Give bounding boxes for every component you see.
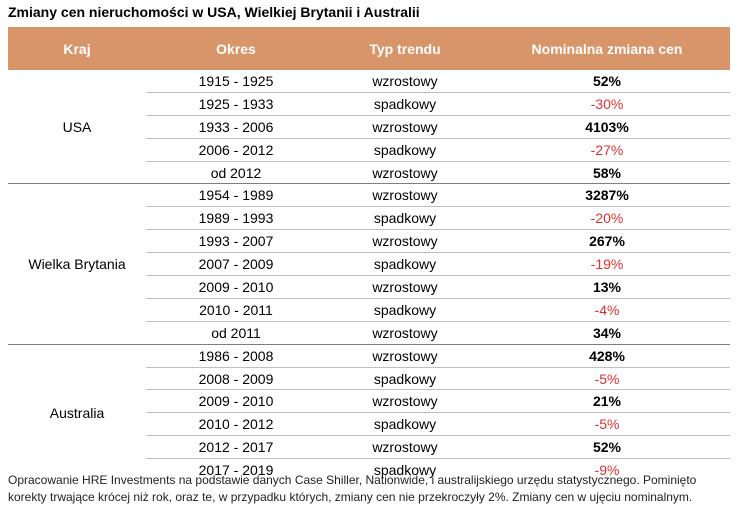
trend-cell: wzrostowy bbox=[326, 321, 484, 345]
change-cell: 52% bbox=[484, 435, 730, 460]
period-cell: 1989 - 1993 bbox=[146, 206, 326, 231]
change-cell: 34% bbox=[484, 321, 730, 345]
table-row: 2010 - 2012 spadkowy -5% bbox=[8, 412, 730, 437]
period-cell: od 2012 bbox=[146, 161, 326, 185]
table-row: 2017 - 2019 spadkowy -9% bbox=[8, 459, 730, 481]
period-cell: 1915 - 1925 bbox=[146, 70, 326, 93]
trend-cell: wzrostowy bbox=[326, 229, 484, 254]
period-cell: 2012 - 2017 bbox=[146, 435, 326, 460]
trend-cell: wzrostowy bbox=[326, 70, 484, 93]
change-cell: -19% bbox=[484, 252, 730, 277]
header-row: Kraj Okres Typ trendu Nominalna zmiana c… bbox=[8, 27, 730, 70]
trend-cell: spadkowy bbox=[326, 92, 484, 116]
period-cell: 2010 - 2012 bbox=[146, 412, 326, 437]
change-cell: 3287% bbox=[484, 183, 730, 208]
period-cell: 2009 - 2010 bbox=[146, 389, 326, 414]
footnote: Opracowanie HRE Investments na podstawie… bbox=[8, 473, 697, 504]
country-cell: Australia bbox=[49, 404, 105, 421]
trend-cell: wzrostowy bbox=[326, 183, 484, 208]
table-row: 2012 - 2017 wzrostowy 52% bbox=[8, 435, 730, 460]
trend-cell: spadkowy bbox=[326, 138, 484, 162]
change-cell: 4103% bbox=[484, 115, 730, 139]
change-cell: -27% bbox=[484, 138, 730, 162]
period-cell: 2006 - 2012 bbox=[146, 138, 326, 162]
change-cell: 13% bbox=[484, 275, 730, 299]
table-body: USA 1915 - 1925 wzrostowy 52% 1925 - 1933 spa… bbox=[8, 70, 730, 481]
period-cell: 2017 - 2019 bbox=[198, 462, 274, 479]
chart-title: Zmiany cen nieruchomości w USA, Wielkiej… bbox=[8, 4, 420, 20]
change-cell: 428% bbox=[484, 344, 730, 368]
period-cell: 2007 - 2009 bbox=[146, 252, 326, 277]
table-row: Wielka Brytania 1954 - 1989 wzrostowy 3287% bbox=[8, 183, 730, 345]
table-row: 2006 - 2012 spadkowy -27% bbox=[8, 138, 730, 162]
trend-cell: spadkowy bbox=[326, 367, 484, 391]
period-cell: 1993 - 2007 bbox=[146, 229, 326, 254]
period-cell: 2009 - 2010 bbox=[146, 275, 326, 299]
change-cell: 267% bbox=[484, 229, 730, 254]
change-cell: -20% bbox=[484, 206, 730, 231]
table-row: 2010 - 2011 spadkowy -4% bbox=[8, 298, 730, 322]
trend-cell: spadkowy bbox=[373, 462, 437, 479]
period-cell: od 2011 bbox=[146, 321, 326, 345]
change-cell: -9% bbox=[594, 462, 620, 479]
table-row: Australia 1986 - 2008 wzrostowy 428% bbox=[8, 344, 730, 421]
country-cell: USA bbox=[8, 70, 146, 185]
period-cell: 1925 - 1933 bbox=[146, 92, 326, 116]
period-cell: 2008 - 2009 bbox=[146, 367, 326, 391]
period-cell: 2010 - 2011 bbox=[146, 298, 326, 322]
period-cell: 1933 - 2006 bbox=[146, 115, 326, 139]
trend-cell: wzrostowy bbox=[326, 161, 484, 185]
change-cell: 21% bbox=[484, 389, 730, 414]
period-cell: 1954 - 1989 bbox=[146, 183, 326, 208]
table-row: od 2012 wzrostowy 58% bbox=[8, 161, 730, 185]
change-cell: -5% bbox=[484, 367, 730, 391]
table-row: 1933 - 2006 wzrostowy 4103% bbox=[8, 115, 730, 139]
change-cell: -30% bbox=[484, 92, 730, 116]
price-change-table: Kraj Okres Typ trendu Nominalna zmiana c… bbox=[8, 27, 730, 481]
trend-cell: wzrostowy bbox=[326, 115, 484, 139]
trend-cell: spadkowy bbox=[326, 252, 484, 277]
trend-cell: spadkowy bbox=[326, 412, 484, 437]
table-row: 2009 - 2010 wzrostowy 21% bbox=[8, 389, 730, 414]
trend-cell: spadkowy bbox=[326, 206, 484, 231]
table-row: USA 1915 - 1925 wzrostowy 52% bbox=[8, 70, 730, 185]
trend-cell: wzrostowy bbox=[326, 435, 484, 460]
table-row: od 2011 wzrostowy 34% bbox=[8, 321, 730, 345]
table-row: 1989 - 1993 spadkowy -20% bbox=[8, 206, 730, 231]
change-cell: 52% bbox=[484, 70, 730, 93]
table-row: 2009 - 2010 wzrostowy 13% bbox=[8, 275, 730, 299]
table-row: 2007 - 2009 spadkowy -19% bbox=[8, 252, 730, 277]
trend-cell: wzrostowy bbox=[326, 389, 484, 414]
table-row: 1925 - 1933 spadkowy -30% bbox=[8, 92, 730, 116]
table-row: 2008 - 2009 spadkowy -5% bbox=[8, 367, 730, 391]
trend-cell: wzrostowy bbox=[326, 344, 484, 368]
table-row: 1993 - 2007 wzrostowy 267% bbox=[8, 229, 730, 254]
change-cell: -5% bbox=[484, 412, 730, 437]
change-cell: 58% bbox=[484, 161, 730, 185]
header-okres: Okres bbox=[146, 27, 326, 70]
country-cell: Wielka Brytania bbox=[8, 183, 146, 345]
trend-cell: wzrostowy bbox=[326, 275, 484, 299]
period-cell: 1986 - 2008 bbox=[146, 344, 326, 368]
header-typ-trendu: Typ trendu bbox=[326, 27, 484, 70]
header-nominalna-zmiana: Nominalna zmiana cen bbox=[484, 27, 730, 70]
change-cell: -4% bbox=[484, 298, 730, 322]
trend-cell: spadkowy bbox=[326, 298, 484, 322]
header-kraj: Kraj bbox=[8, 27, 146, 70]
